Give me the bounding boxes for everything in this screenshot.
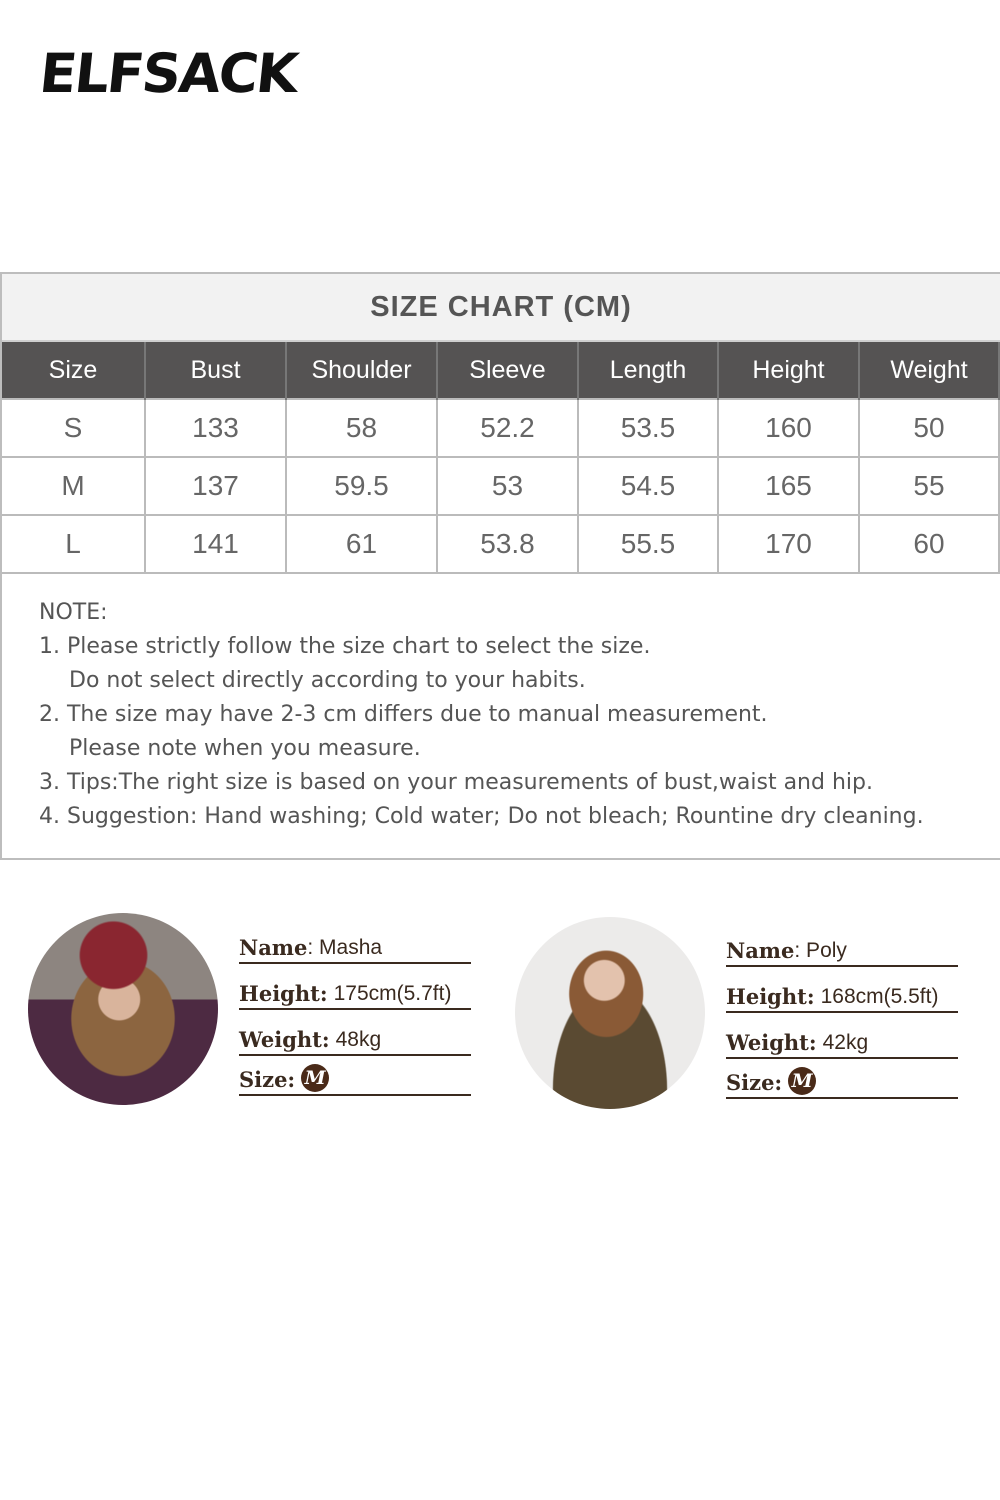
size-label: Size: [726, 1070, 783, 1095]
model-height: 175cm(5.7ft) [333, 982, 452, 1005]
note-line: 2. The size may have 2-3 cm differs due … [39, 702, 768, 727]
table-cell: 61 [286, 514, 438, 572]
column-header: Sleeve [437, 342, 579, 399]
weight-label: Weight: [726, 1030, 817, 1055]
note-line: Do not select directly according to your… [69, 668, 586, 693]
table-cell: S [2, 398, 146, 457]
table-cell: 137 [145, 456, 287, 515]
size-badge: M [788, 1067, 817, 1095]
table-cell: 58 [286, 398, 438, 457]
note-line: 1. Please strictly follow the size chart… [39, 634, 651, 659]
size-badge: M [301, 1064, 330, 1092]
model-photo-poly [515, 917, 705, 1109]
note-heading: NOTE: [39, 600, 108, 625]
table-cell: 141 [145, 514, 287, 572]
size-label: Size: [239, 1067, 296, 1092]
model-info-masha: Name: Masha Height: 175cm(5.7ft) Weight: 4… [239, 918, 471, 1096]
column-header: Weight [859, 342, 1000, 399]
model-weight: 42kg [822, 1031, 869, 1054]
table-cell: 54.5 [578, 456, 719, 515]
column-header: Shoulder [286, 342, 438, 399]
size-table: Size Bust Shoulder Sleeve Length Height … [2, 342, 1000, 572]
column-header: Size [2, 342, 146, 399]
model-photo-masha [28, 913, 218, 1105]
table-cell: 50 [859, 398, 1000, 457]
note-line: 4. Suggestion: Hand washing; Cold water;… [39, 804, 924, 829]
table-cell: 60 [859, 514, 1000, 572]
table-cell: 53.8 [437, 514, 579, 572]
table-row: S 133 58 52.2 53.5 160 50 [2, 398, 1000, 457]
table-cell: 133 [145, 398, 287, 457]
table-cell: 53 [437, 456, 579, 515]
table-cell: L [2, 514, 146, 572]
column-header: Height [718, 342, 860, 399]
brand-logo: ELFSACK [36, 42, 300, 105]
name-label: Name [239, 935, 308, 960]
note-line: 3. Tips:The right size is based on your … [39, 770, 873, 795]
column-header: Length [578, 342, 719, 399]
table-row: M 137 59.5 53 54.5 165 55 [2, 456, 1000, 515]
table-cell: 53.5 [578, 398, 719, 457]
model-name: : Masha [307, 936, 383, 959]
note-line: Please note when you measure. [69, 736, 421, 761]
column-header: Bust [145, 342, 287, 399]
name-label: Name [726, 938, 795, 963]
model-height: 168cm(5.5ft) [820, 985, 939, 1008]
table-cell: 160 [718, 398, 860, 457]
size-note: NOTE: 1. Please strictly follow the size… [2, 572, 1000, 858]
size-chart: SIZE CHART (CM) Size Bust Shoulder Sleev… [0, 272, 1000, 860]
table-cell: M [2, 456, 146, 515]
table-cell: 165 [718, 456, 860, 515]
model-weight: 48kg [335, 1028, 382, 1051]
table-row: L 141 61 53.8 55.5 170 60 [2, 514, 1000, 572]
table-header-row: Size Bust Shoulder Sleeve Length Height … [2, 342, 1000, 399]
model-name: : Poly [794, 939, 847, 962]
size-chart-title: SIZE CHART (CM) [2, 274, 1000, 342]
table-cell: 170 [718, 514, 860, 572]
table-cell: 55.5 [578, 514, 719, 572]
table-cell: 52.2 [437, 398, 579, 457]
model-info-poly: Name: Poly Height: 168cm(5.5ft) Weight: 42… [726, 921, 958, 1099]
height-label: Height: [239, 981, 328, 1006]
weight-label: Weight: [239, 1027, 330, 1052]
table-cell: 59.5 [286, 456, 438, 515]
table-cell: 55 [859, 456, 1000, 515]
height-label: Height: [726, 984, 815, 1009]
